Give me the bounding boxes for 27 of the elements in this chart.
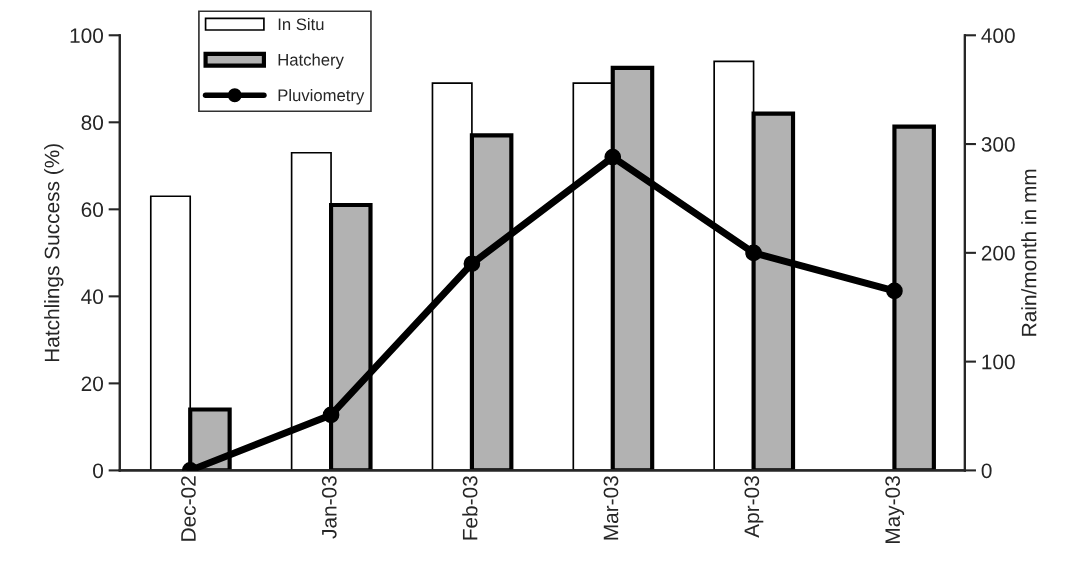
x-tick-label: Dec-02 bbox=[181, 476, 196, 541]
x-tick-label: Mar-03 bbox=[603, 476, 619, 540]
x-tick-label: Feb-03 bbox=[462, 476, 478, 540]
y2-axis-title: Rain/month in mm bbox=[1021, 169, 1037, 336]
legend-label: In Situ bbox=[278, 17, 324, 31]
point bbox=[463, 255, 481, 273]
y2-tick-label: 200 bbox=[981, 245, 1015, 261]
point bbox=[886, 282, 903, 300]
y-tick-label: 100 bbox=[70, 28, 104, 44]
y-tick-label: 40 bbox=[81, 289, 104, 305]
legend-label: Pluviometry bbox=[278, 89, 365, 105]
point bbox=[604, 148, 622, 166]
y-tick-label: 0 bbox=[93, 463, 103, 479]
y2-tick-label: 100 bbox=[982, 354, 1015, 370]
x-tick-label: Jan-03 bbox=[321, 476, 337, 539]
y-tick-label: 80 bbox=[81, 115, 104, 131]
x-tick-label: May-03 bbox=[885, 476, 905, 544]
point bbox=[322, 406, 340, 424]
y2-tick-label: 0 bbox=[981, 463, 992, 479]
y2-tick-label: 400 bbox=[981, 28, 1015, 44]
y-axis-title: Hatchlings Success (%) bbox=[44, 144, 64, 362]
y2-tick-label: 300 bbox=[981, 137, 1015, 152]
x-tick-label: Apr-03 bbox=[744, 476, 764, 538]
point bbox=[745, 244, 762, 262]
y-tick-label: 20 bbox=[81, 376, 104, 392]
y-tick-label: 60 bbox=[81, 202, 104, 218]
legend-label: Hatchery bbox=[278, 53, 344, 70]
